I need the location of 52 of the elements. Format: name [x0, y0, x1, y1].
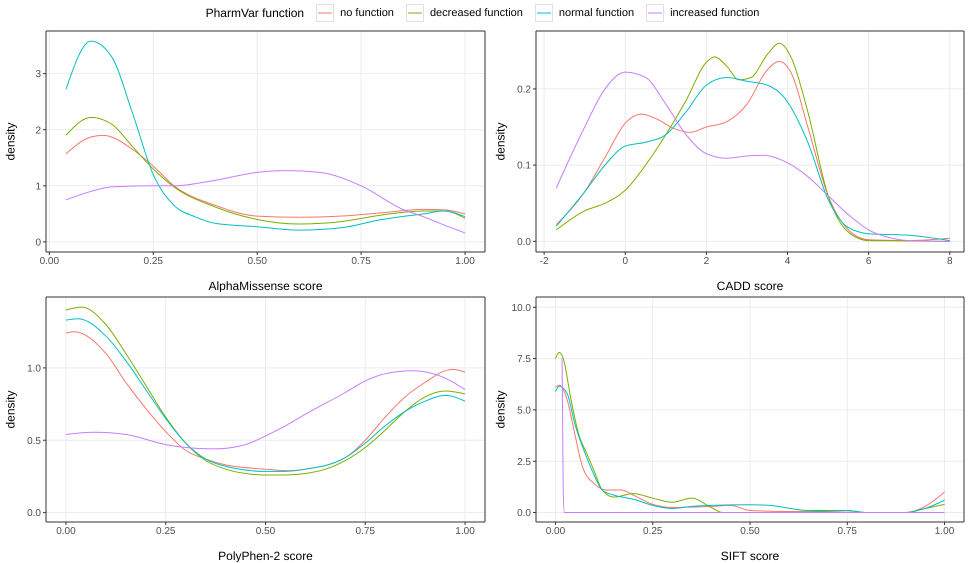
x-tick-label: 0.00	[546, 526, 566, 538]
y-axis-title: density	[493, 122, 508, 161]
line-series	[65, 116, 466, 224]
y-axis-title: density	[3, 122, 18, 161]
y-tick-label: 1	[35, 181, 42, 192]
x-tick-label: 0.25	[642, 526, 663, 538]
y-tick-label: 0.0	[27, 508, 42, 520]
y-tick-label: 0.0	[517, 508, 532, 520]
y-axis-title: density	[493, 390, 508, 429]
y-tick-label: 2.5	[517, 456, 532, 468]
x-tick-label: 1.00	[455, 526, 476, 538]
x-tick-label: 8	[947, 256, 954, 268]
y-tick-label: 2	[35, 125, 42, 136]
y-tick-label: 5.0	[517, 405, 532, 416]
x-tick-label: 0.75	[356, 526, 376, 538]
x-tick-label: 0.00	[40, 256, 60, 268]
x-tick-label: 2	[704, 256, 710, 268]
legend-label: no function	[340, 7, 394, 19]
x-tick-label: 1.00	[934, 526, 955, 538]
x-tick-label: 0.75	[351, 256, 372, 268]
y-tick-label: 0.2	[517, 84, 532, 96]
y-tick-label: 1.0	[27, 363, 42, 374]
line-series	[65, 170, 466, 234]
y-tick-label: 0.1	[517, 160, 532, 172]
legend-label: increased function	[670, 7, 760, 19]
x-tick-label: 0.50	[247, 256, 268, 268]
x-tick-label: 0.25	[144, 256, 164, 268]
line-series	[65, 370, 466, 450]
line-series	[65, 40, 466, 231]
x-tick-label: 4	[784, 256, 791, 268]
x-tick-label: 0.75	[838, 526, 858, 538]
legend-label: normal function	[558, 7, 634, 19]
x-tick-label: 0.00	[56, 526, 76, 538]
y-tick-label: 10.0	[512, 302, 532, 314]
y-tick-label: 7.5	[517, 354, 532, 366]
x-tick-label: 0.25	[156, 526, 176, 538]
y-tick-label: 0.5	[27, 436, 42, 447]
x-tick-label: 0.50	[740, 526, 760, 538]
y-tick-label: 0.0	[517, 236, 532, 248]
legend-label: decreased function	[430, 7, 523, 19]
x-axis-title: SIFT score	[720, 549, 780, 563]
y-tick-label: 0	[35, 237, 42, 248]
y-axis-title: density	[3, 390, 18, 429]
x-axis-title: CADD score	[716, 279, 784, 293]
x-tick-label: 1.00	[455, 256, 476, 268]
y-tick-label: 3	[35, 69, 42, 80]
x-tick-label: 0	[622, 256, 628, 268]
x-tick-label: 6	[866, 256, 872, 268]
line-series	[65, 134, 466, 218]
x-tick-label: -2	[540, 256, 549, 268]
x-tick-label: 0.50	[256, 526, 276, 538]
legend-title: PharmVar function	[206, 6, 304, 20]
